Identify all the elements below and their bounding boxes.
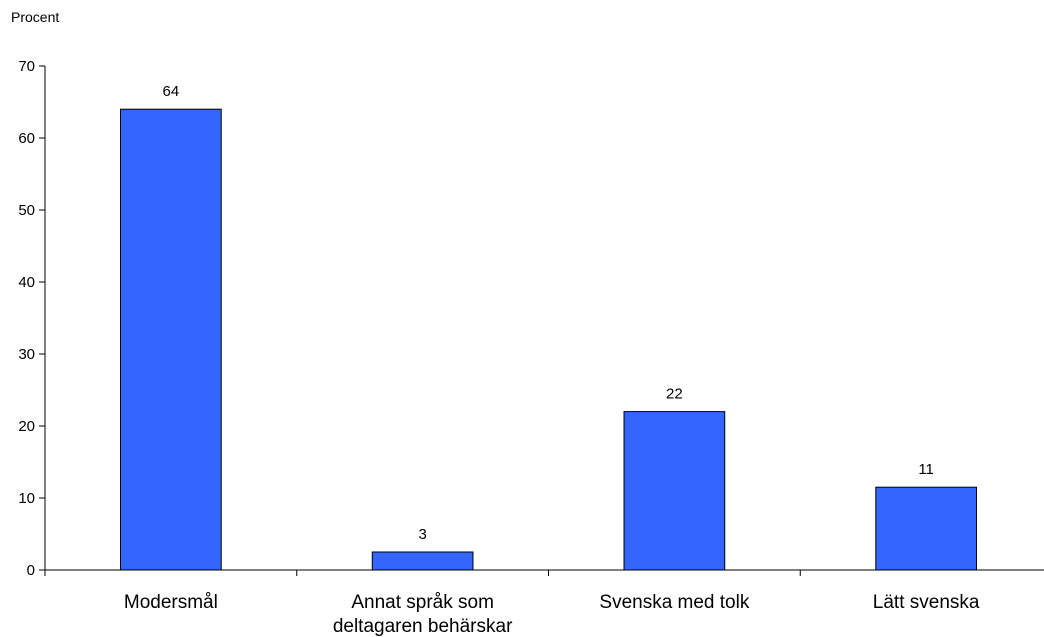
- bar: [120, 108, 222, 571]
- bar: [623, 411, 726, 571]
- data-label: 11: [918, 461, 934, 478]
- bars: [120, 108, 977, 571]
- y-axis-unit-label: Procent: [11, 9, 59, 25]
- y-tick-label: 30: [18, 346, 35, 363]
- y-tick-label: 20: [18, 418, 35, 435]
- y-tick-label: 10: [18, 490, 35, 507]
- data-label: 3: [418, 526, 426, 543]
- category-label: Modersmål: [124, 592, 218, 613]
- data-label: 64: [163, 83, 180, 100]
- category-label: Svenska med tolk: [599, 592, 749, 613]
- y-tick-label: 50: [18, 202, 35, 219]
- y-tick-label: 40: [18, 274, 35, 291]
- data-label: 22: [666, 386, 683, 403]
- labels: 64 Modersmål 3 Annat språk som deltagaren be…: [124, 83, 980, 637]
- bar: [371, 551, 474, 571]
- bar: [875, 486, 977, 571]
- y-tick-label: 60: [18, 130, 35, 147]
- category-label: Lätt svenska: [873, 592, 980, 613]
- y-tick-label: 0: [27, 562, 35, 579]
- y-tick-label: 70: [18, 58, 35, 75]
